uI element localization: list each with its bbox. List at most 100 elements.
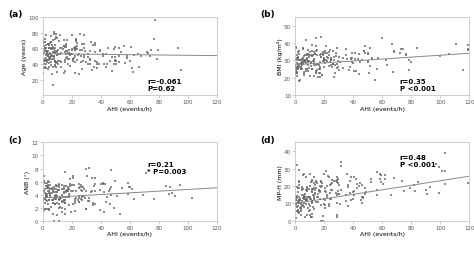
Point — [304, 59, 312, 63]
Point — [307, 197, 314, 201]
Point — [292, 69, 300, 73]
Point — [64, 189, 71, 193]
Point — [339, 66, 347, 70]
Point — [308, 68, 316, 72]
Point — [436, 55, 444, 59]
Point — [401, 189, 408, 193]
Point — [47, 41, 55, 45]
Point — [78, 42, 86, 46]
Point — [56, 195, 64, 199]
Point — [91, 189, 99, 193]
Point — [328, 188, 336, 193]
Point — [308, 187, 316, 191]
Point — [292, 216, 300, 220]
Point — [43, 50, 50, 54]
Point — [296, 198, 304, 202]
Point — [55, 219, 63, 223]
Point — [55, 185, 63, 189]
Point — [301, 198, 309, 202]
Text: (b): (b) — [260, 10, 275, 19]
Point — [100, 182, 107, 186]
Point — [46, 184, 54, 188]
Point — [64, 186, 72, 190]
Point — [389, 43, 396, 47]
Point — [332, 179, 340, 183]
Point — [308, 180, 316, 184]
Point — [373, 193, 381, 197]
Point — [49, 201, 56, 205]
Point — [342, 199, 350, 203]
Point — [72, 54, 79, 58]
Point — [53, 190, 60, 195]
Point — [301, 59, 309, 63]
Point — [54, 52, 62, 56]
Point — [42, 67, 49, 71]
Point — [313, 49, 320, 53]
Point — [315, 67, 323, 71]
Point — [54, 53, 61, 57]
Point — [77, 197, 85, 201]
Point — [307, 197, 315, 201]
Point — [45, 202, 52, 206]
Point — [309, 189, 316, 193]
Point — [329, 50, 337, 54]
Point — [130, 54, 138, 58]
Point — [58, 184, 66, 188]
Point — [62, 190, 70, 194]
Point — [62, 43, 70, 47]
Point — [318, 36, 325, 40]
Point — [62, 58, 69, 62]
Point — [62, 44, 70, 48]
Point — [44, 51, 51, 55]
Point — [377, 172, 384, 176]
Point — [39, 196, 46, 200]
Point — [90, 44, 97, 48]
Point — [292, 65, 299, 69]
Point — [75, 196, 83, 200]
Point — [328, 189, 335, 193]
Point — [41, 48, 49, 52]
Point — [337, 164, 345, 168]
Point — [325, 204, 332, 208]
Point — [305, 67, 313, 71]
Point — [48, 48, 56, 52]
Point — [67, 189, 75, 194]
Point — [333, 201, 340, 205]
Point — [79, 68, 86, 72]
Point — [298, 199, 306, 203]
Point — [68, 48, 75, 52]
Point — [61, 45, 68, 49]
Point — [62, 53, 69, 57]
Point — [100, 210, 108, 214]
Point — [308, 44, 316, 48]
Point — [43, 58, 50, 62]
Point — [390, 176, 398, 180]
Point — [75, 186, 82, 190]
Point — [358, 59, 366, 63]
Point — [59, 193, 66, 197]
Point — [310, 75, 318, 79]
Point — [316, 68, 324, 72]
Point — [53, 36, 60, 40]
Point — [367, 180, 375, 184]
Point — [298, 187, 305, 191]
Point — [329, 63, 337, 67]
Point — [320, 66, 328, 70]
Point — [68, 210, 75, 214]
Point — [56, 47, 64, 51]
Point — [46, 57, 53, 61]
Point — [39, 42, 46, 46]
Point — [314, 182, 321, 186]
Point — [118, 51, 125, 55]
Point — [320, 197, 328, 201]
Point — [364, 53, 372, 57]
Point — [153, 58, 160, 62]
Point — [304, 64, 311, 68]
Point — [308, 215, 316, 219]
Point — [305, 60, 313, 64]
Point — [310, 187, 317, 192]
Point — [71, 201, 78, 205]
Point — [294, 186, 302, 190]
Point — [405, 58, 412, 62]
Point — [42, 195, 50, 199]
